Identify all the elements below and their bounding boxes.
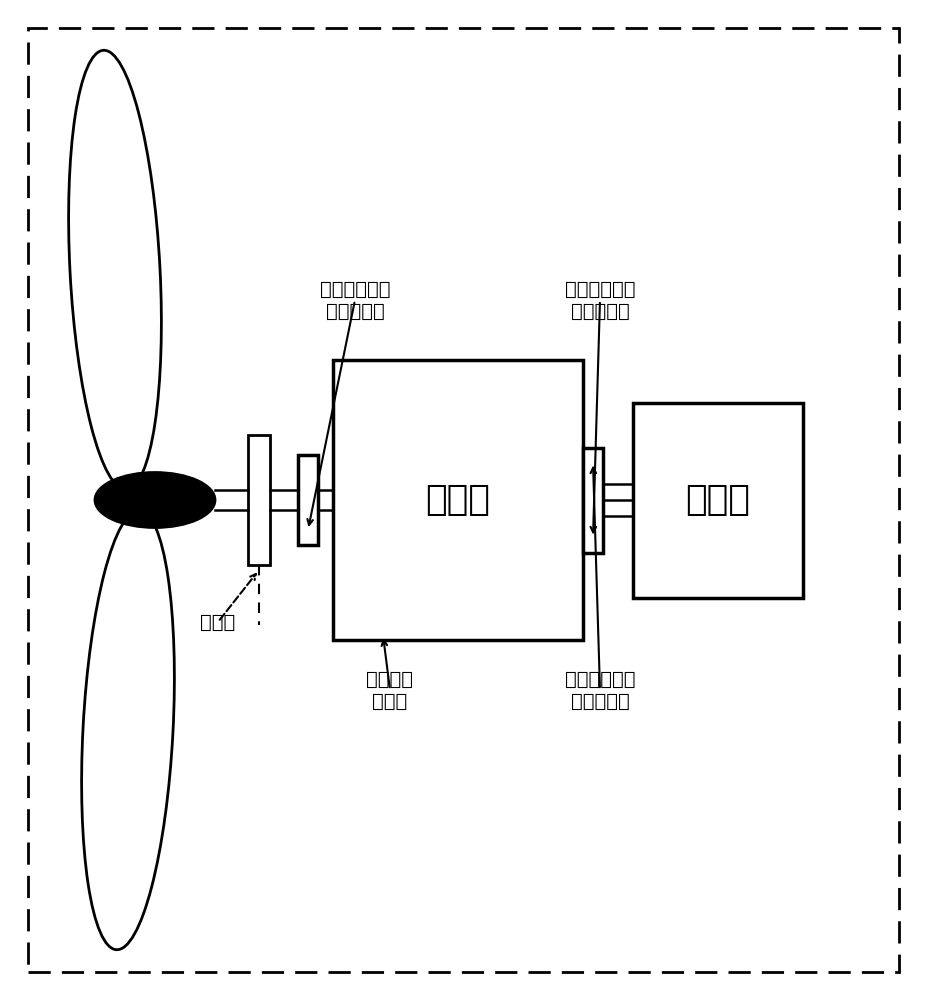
Ellipse shape [82,510,174,950]
Bar [248,435,270,565]
Bar [333,360,583,640]
Text: 发电机: 发电机 [686,483,751,517]
Ellipse shape [69,50,161,490]
Text: 齿轮箱: 齿轮箱 [425,483,490,517]
Ellipse shape [95,473,215,528]
Text: 齿轮箱高速轴
后轴承垂直: 齿轮箱高速轴 后轴承垂直 [565,279,635,320]
Bar [633,402,803,597]
Bar [583,448,603,552]
Bar [298,455,318,545]
Text: 齿轮箱齿
圈垂直: 齿轮箱齿 圈垂直 [366,670,413,710]
Text: 齿轮箱低速轴
后轴承垂直: 齿轮箱低速轴 后轴承垂直 [565,670,635,710]
Text: 齿轮箱输入端
前轴承垂直: 齿轮箱输入端 前轴承垂直 [320,279,390,320]
Text: 主轴承: 主轴承 [200,612,235,632]
